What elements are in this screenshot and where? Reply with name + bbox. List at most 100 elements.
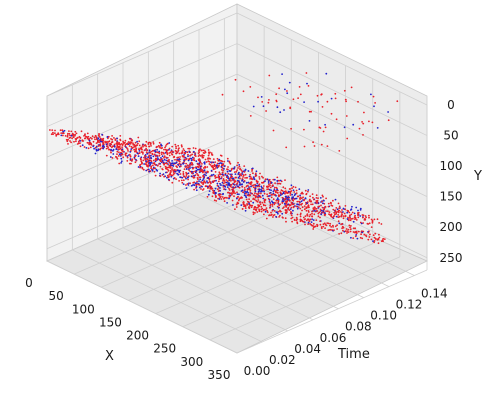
scatter-point [199, 148, 201, 151]
scatter-point [69, 134, 71, 137]
scatter-point [195, 184, 198, 187]
scatter-point [212, 192, 215, 194]
scatter-point [159, 165, 162, 168]
scatter-point [251, 192, 254, 195]
scatter-point [349, 219, 352, 222]
scatter-point [346, 209, 349, 212]
scatter-point [301, 202, 303, 205]
scatter-point [372, 234, 375, 237]
scatter-point [321, 106, 324, 108]
scatter-point [281, 200, 284, 203]
scatter-point [183, 159, 186, 162]
scatter-point [139, 163, 142, 166]
scatter-point [251, 204, 254, 207]
scatter-point [150, 157, 153, 160]
scatter-point [190, 159, 193, 162]
scatter-point [249, 86, 252, 88]
scatter-point [284, 209, 287, 212]
scatter-point [218, 162, 221, 165]
scatter-point [204, 181, 207, 184]
scatter-point [154, 160, 157, 163]
scatter-point [325, 72, 328, 75]
scatter-point [194, 155, 197, 158]
scatter-point [59, 129, 62, 132]
scatter-point [329, 224, 331, 227]
scatter-point [289, 107, 292, 110]
scatter-point [326, 145, 329, 148]
scatter-point [346, 230, 349, 233]
scatter-point [196, 163, 199, 165]
scatter-point [122, 141, 125, 144]
scatter-point [248, 202, 251, 205]
scatter-point [201, 155, 204, 158]
scatter-point [282, 207, 284, 210]
scatter-point [126, 155, 129, 158]
scatter-point [311, 210, 313, 213]
scatter-point [277, 192, 279, 194]
scatter-point [181, 151, 184, 154]
scatter-point [66, 140, 69, 143]
scatter-point [137, 155, 140, 158]
y-tick-label: 150 [440, 190, 463, 204]
scatter-point [268, 200, 271, 203]
scatter-point [147, 156, 150, 159]
scatter-point [309, 195, 311, 198]
scatter-point [277, 206, 280, 209]
scatter-point [351, 205, 353, 208]
scatter-point [198, 159, 200, 162]
scatter-point [147, 164, 150, 167]
scatter-point [196, 177, 199, 179]
scatter-point [286, 196, 289, 199]
scatter-point [213, 168, 216, 170]
scatter-point [70, 141, 72, 144]
scatter-point [125, 147, 128, 149]
scatter-point [268, 188, 271, 191]
scatter-point [356, 237, 359, 240]
scatter-point [267, 188, 270, 191]
scatter-point [99, 144, 102, 147]
scatter-point [71, 137, 73, 140]
scatter-point [161, 159, 164, 162]
scatter-point [258, 176, 261, 178]
scatter-point [270, 189, 272, 192]
scatter-point [183, 154, 186, 156]
scatter-point [167, 160, 169, 163]
scatter-point [251, 170, 253, 172]
scatter-point [276, 188, 278, 191]
scatter-point [198, 184, 201, 186]
scatter-point [134, 141, 137, 144]
scatter-point [170, 164, 172, 167]
scatter-point [332, 226, 334, 228]
scatter-point [232, 192, 234, 194]
scatter-point [141, 144, 144, 147]
scatter-point [127, 150, 129, 152]
scatter-point [277, 212, 279, 215]
scatter-point [368, 236, 371, 238]
x-gridline-floor [155, 230, 346, 314]
scatter-point [166, 153, 169, 156]
scatter-point [262, 185, 265, 187]
scatter-point [341, 209, 343, 211]
scatter-point [84, 137, 87, 140]
scatter-point [110, 148, 112, 151]
scatter-point [287, 196, 290, 199]
scatter-point [193, 188, 196, 191]
scatter-point [99, 147, 102, 150]
scatter-point [163, 158, 166, 161]
scatter-point [141, 166, 144, 169]
scatter-point [258, 205, 260, 208]
scatter-point [208, 178, 211, 181]
scatter-point [181, 150, 184, 153]
scatter-point [265, 110, 267, 112]
scatter-point [147, 160, 150, 163]
scatter-point [156, 164, 159, 167]
scatter-point [165, 168, 168, 170]
scatter-point [273, 203, 276, 206]
scatter-point [236, 196, 239, 198]
scatter-point [124, 141, 126, 144]
scatter-point [156, 148, 159, 151]
scatter-point [250, 185, 252, 188]
scatter-point [373, 218, 376, 221]
scatter-point [311, 218, 313, 221]
scatter-point [307, 205, 309, 208]
